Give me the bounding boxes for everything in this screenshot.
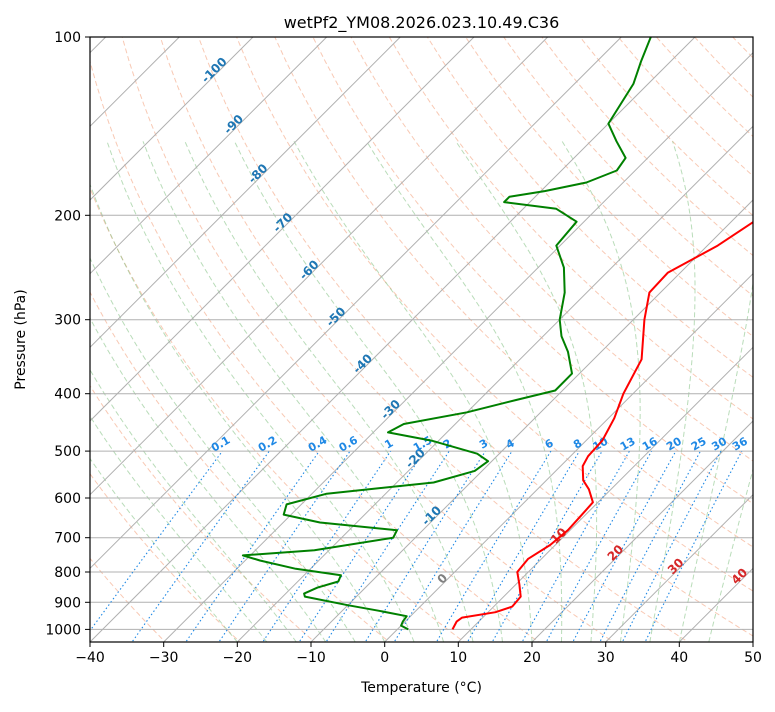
- x-tick-label: 50: [744, 650, 762, 666]
- y-tick-label: 600: [54, 491, 81, 507]
- x-tick-label: −10: [296, 650, 326, 666]
- y-tick-label: 300: [54, 313, 81, 329]
- x-tick-label: −20: [223, 650, 253, 666]
- y-tick-label: 800: [54, 565, 81, 581]
- y-axis-label: Pressure (hPa): [13, 289, 29, 389]
- x-tick-label: 40: [670, 650, 688, 666]
- x-tick-label: −40: [75, 650, 105, 666]
- x-tick-label: −30: [149, 650, 179, 666]
- y-tick-label: 900: [54, 595, 81, 611]
- y-tick-label: 1000: [45, 622, 81, 638]
- chart-title: wetPf2_YM08.2026.023.10.49.C36: [284, 13, 560, 33]
- y-tick-label: 100: [54, 30, 81, 46]
- x-tick-label: 10: [449, 650, 467, 666]
- y-tick-label: 200: [54, 208, 81, 224]
- x-tick-label: 0: [380, 650, 389, 666]
- x-tick-label: 20: [523, 650, 541, 666]
- y-tick-label: 400: [54, 387, 81, 403]
- x-axis-label: Temperature (°C): [360, 680, 482, 696]
- y-tick-label: 500: [54, 444, 81, 460]
- x-tick-label: 30: [597, 650, 615, 666]
- y-tick-label: 700: [54, 531, 81, 547]
